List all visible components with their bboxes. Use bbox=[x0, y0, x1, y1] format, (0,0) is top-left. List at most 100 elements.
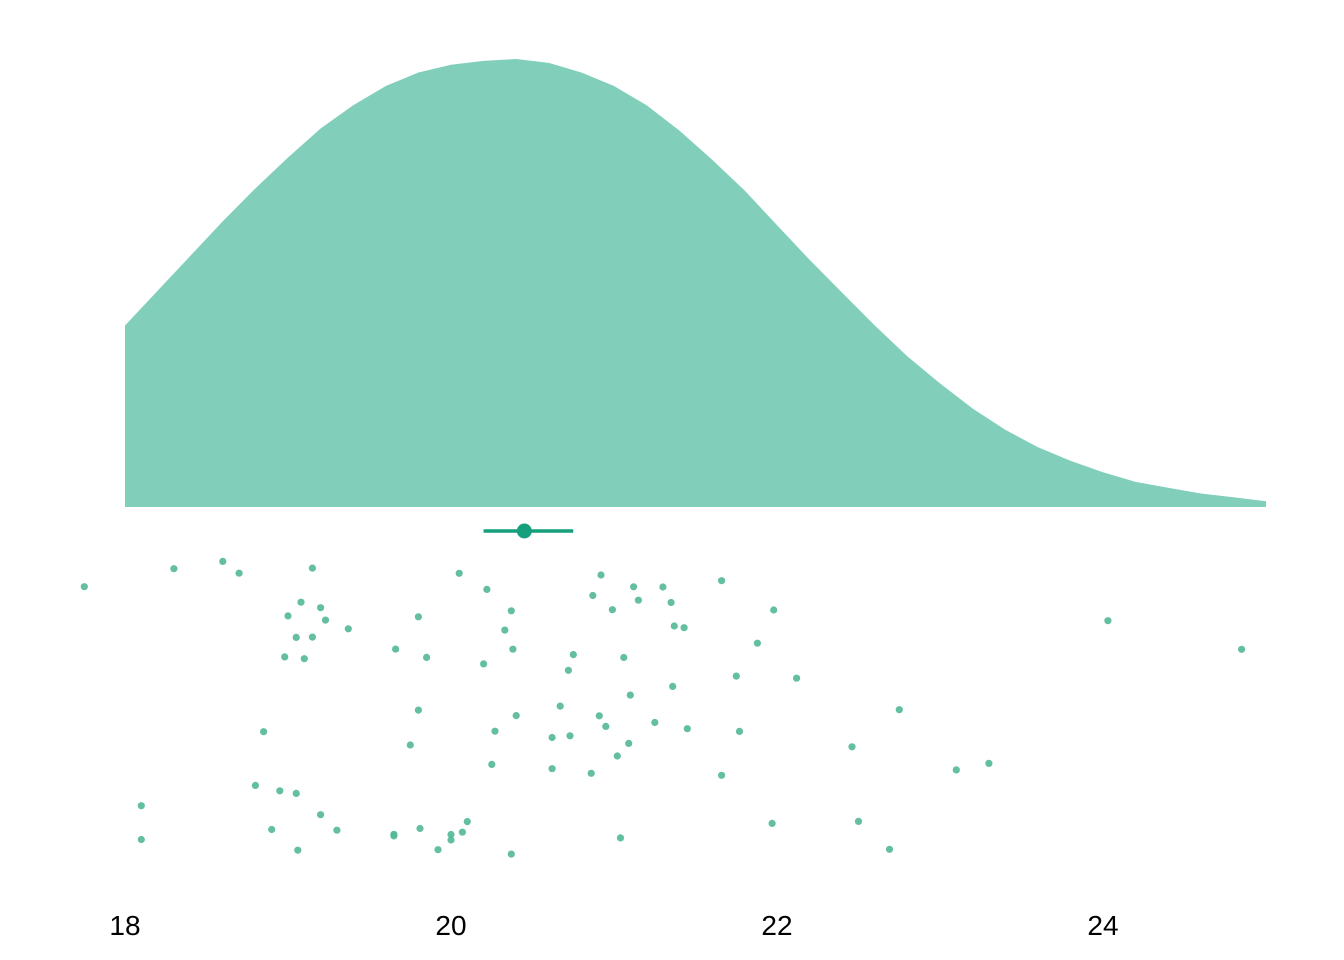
points-layer bbox=[80, 557, 1246, 858]
data-point bbox=[667, 598, 675, 607]
data-point bbox=[507, 607, 515, 615]
data-point bbox=[416, 824, 424, 833]
data-point bbox=[308, 633, 316, 641]
data-point bbox=[683, 725, 691, 733]
data-point bbox=[297, 598, 305, 606]
data-point bbox=[718, 577, 726, 585]
data-point bbox=[308, 564, 316, 572]
data-point bbox=[414, 706, 422, 714]
data-point bbox=[458, 828, 466, 836]
data-point bbox=[595, 712, 603, 720]
data-point bbox=[434, 846, 442, 854]
data-point bbox=[281, 653, 289, 661]
data-point bbox=[613, 752, 621, 760]
data-point bbox=[548, 733, 556, 742]
data-point bbox=[333, 826, 341, 834]
data-point bbox=[392, 645, 400, 653]
data-point bbox=[480, 660, 488, 668]
data-point bbox=[219, 557, 227, 566]
data-point bbox=[952, 766, 960, 774]
x-tick-label: 24 bbox=[1087, 910, 1118, 941]
data-point bbox=[597, 571, 605, 579]
data-point bbox=[512, 712, 520, 720]
data-point bbox=[659, 583, 667, 591]
data-point bbox=[670, 622, 678, 630]
data-point bbox=[284, 612, 292, 620]
data-point bbox=[317, 811, 325, 819]
data-point bbox=[491, 727, 499, 735]
data-point bbox=[793, 674, 801, 682]
data-point bbox=[292, 633, 300, 642]
data-point bbox=[423, 653, 431, 662]
data-point bbox=[447, 836, 455, 844]
density-area bbox=[125, 59, 1266, 507]
data-point bbox=[634, 596, 643, 604]
data-point bbox=[137, 802, 145, 810]
data-point bbox=[564, 666, 573, 674]
data-point bbox=[669, 682, 677, 691]
data-point bbox=[625, 739, 633, 748]
data-point bbox=[630, 583, 638, 591]
data-point bbox=[235, 569, 243, 577]
data-point bbox=[292, 789, 300, 798]
summary-layer bbox=[483, 523, 574, 539]
data-point bbox=[321, 616, 330, 624]
data-point bbox=[548, 765, 556, 773]
data-point bbox=[626, 691, 634, 699]
data-point bbox=[317, 604, 325, 612]
data-point bbox=[768, 819, 776, 828]
data-point bbox=[1104, 617, 1112, 625]
data-point bbox=[414, 613, 422, 621]
data-point bbox=[616, 834, 625, 842]
data-point bbox=[483, 585, 491, 594]
data-point bbox=[268, 825, 276, 834]
data-point bbox=[463, 818, 471, 826]
data-point bbox=[488, 760, 496, 769]
summary-point bbox=[516, 523, 532, 539]
data-point bbox=[251, 781, 259, 790]
data-point bbox=[1238, 645, 1246, 653]
data-point bbox=[507, 850, 515, 858]
data-point bbox=[509, 645, 517, 653]
data-point bbox=[587, 769, 595, 777]
data-point bbox=[260, 728, 268, 736]
data-point bbox=[447, 830, 455, 839]
data-point bbox=[294, 846, 302, 854]
data-point bbox=[735, 727, 744, 736]
x-axis: 18 20 22 24 bbox=[109, 910, 1118, 941]
x-tick-label: 20 bbox=[435, 910, 466, 941]
data-point bbox=[566, 732, 574, 740]
data-point bbox=[680, 624, 688, 632]
data-point bbox=[753, 639, 762, 647]
data-point bbox=[170, 565, 178, 573]
x-tick-label: 22 bbox=[761, 910, 792, 941]
data-point bbox=[390, 832, 398, 840]
data-point bbox=[589, 591, 597, 600]
data-point bbox=[732, 672, 740, 680]
data-point bbox=[556, 702, 564, 710]
data-point bbox=[569, 651, 577, 659]
data-point bbox=[406, 741, 414, 749]
data-point bbox=[455, 569, 463, 577]
data-point bbox=[854, 817, 863, 826]
data-point bbox=[985, 759, 993, 768]
data-point bbox=[718, 771, 726, 779]
data-point bbox=[137, 835, 145, 844]
data-point bbox=[80, 583, 88, 591]
data-point bbox=[895, 706, 903, 714]
data-point bbox=[608, 606, 617, 614]
data-point bbox=[300, 655, 308, 663]
data-point bbox=[276, 787, 284, 795]
data-point bbox=[344, 625, 352, 633]
data-point bbox=[848, 743, 856, 751]
data-point bbox=[651, 718, 659, 727]
data-point bbox=[885, 845, 894, 853]
data-point bbox=[501, 626, 509, 634]
data-point bbox=[770, 606, 778, 614]
data-point bbox=[602, 722, 610, 731]
data-point bbox=[620, 653, 628, 662]
x-tick-label: 18 bbox=[109, 910, 140, 941]
density-layer bbox=[125, 59, 1266, 507]
